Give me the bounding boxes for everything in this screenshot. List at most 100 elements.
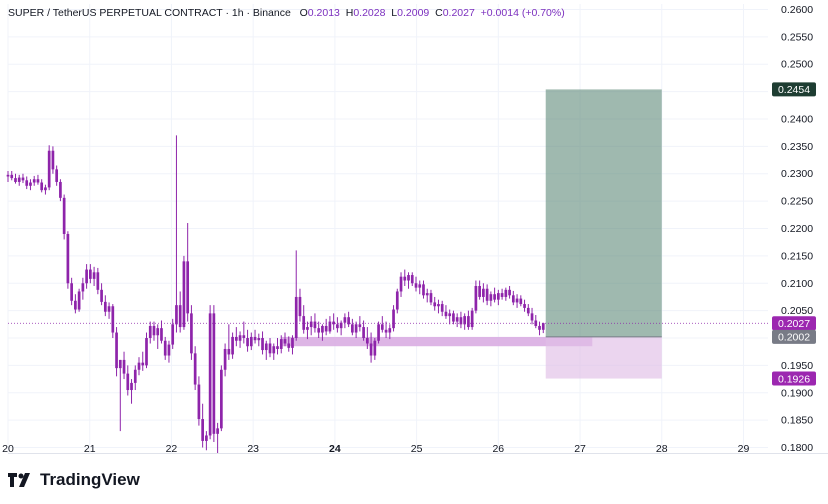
candle-body xyxy=(283,339,287,344)
candle-body xyxy=(272,346,276,354)
candle-body xyxy=(253,336,257,341)
candle-body xyxy=(410,275,414,284)
candle-body xyxy=(89,269,92,279)
close-label: C xyxy=(435,7,443,19)
stop-price-badge: 0.1926 xyxy=(778,373,810,385)
candle-body xyxy=(276,346,279,349)
position-profit-zone xyxy=(545,89,662,337)
candle-body xyxy=(324,325,328,332)
candle-body xyxy=(268,343,272,354)
candle-body xyxy=(470,310,474,328)
candle-body xyxy=(17,177,21,182)
candle-body xyxy=(190,313,193,354)
y-tick-label: 0.2350 xyxy=(781,141,813,153)
entry-price-badge-bg xyxy=(772,329,816,344)
candle-body xyxy=(246,338,249,347)
x-tick-label: 24 xyxy=(329,443,341,455)
candle-body xyxy=(530,313,534,321)
candle-body xyxy=(201,419,204,441)
candle-body xyxy=(452,313,455,322)
candle-body xyxy=(321,325,324,333)
candle-body xyxy=(103,301,107,312)
candle-body xyxy=(433,302,437,307)
candle-body xyxy=(21,177,25,181)
candle-body xyxy=(425,293,429,296)
candle-body xyxy=(336,324,339,329)
y-tick-label: 0.2150 xyxy=(781,250,813,262)
candle-body xyxy=(205,435,208,441)
candle-body xyxy=(148,325,152,339)
candle-body xyxy=(414,283,418,288)
candle-body xyxy=(373,340,377,356)
candle-body xyxy=(455,317,459,322)
candle-body xyxy=(418,284,422,288)
tradingview-brand: TradingView xyxy=(40,470,140,489)
candle-body xyxy=(167,344,171,356)
candle-body xyxy=(212,313,216,434)
candle-body xyxy=(399,276,403,292)
close-value: 0.2027 xyxy=(442,7,475,19)
candle-body xyxy=(111,306,115,333)
candle-body xyxy=(74,300,77,310)
candle-body xyxy=(358,324,362,328)
open-value: 0.2013 xyxy=(307,7,340,19)
candle-body xyxy=(459,317,463,325)
candle-body xyxy=(59,181,62,198)
candle-body xyxy=(152,325,156,336)
candle-body xyxy=(36,179,40,183)
candle-body xyxy=(208,313,212,436)
candle-body xyxy=(422,284,425,296)
candle-body xyxy=(526,307,530,314)
candle-body xyxy=(249,336,253,347)
candle-body xyxy=(343,317,347,323)
candle-body xyxy=(193,353,197,385)
candle-body xyxy=(85,269,88,284)
symbol-title: SUPER / TetherUS PERPETUAL CONTRACT · 1h… xyxy=(8,7,291,19)
candle-body xyxy=(482,288,485,297)
candle-body xyxy=(440,304,444,312)
candle-body xyxy=(497,293,500,300)
candle-body xyxy=(32,179,36,183)
stop-price-badge-bg xyxy=(772,371,816,386)
high-value: 0.2028 xyxy=(353,7,386,19)
candle-body xyxy=(44,187,47,191)
support-zone xyxy=(281,336,593,347)
x-tick-label: 27 xyxy=(574,443,586,455)
y-tick-label: 0.1800 xyxy=(781,442,813,454)
candle-body xyxy=(238,335,242,341)
target-price-badge: 0.2454 xyxy=(778,84,810,96)
candle-body xyxy=(141,362,145,366)
last-price-badge-bg xyxy=(772,316,816,331)
candle-body xyxy=(392,309,395,329)
candle-body xyxy=(354,324,358,333)
candle-body xyxy=(133,369,137,383)
candle-body xyxy=(380,324,384,330)
candle-body xyxy=(115,332,118,369)
candle-body xyxy=(388,328,392,333)
candle-body xyxy=(126,373,130,391)
candle-body xyxy=(216,428,219,434)
candle-body xyxy=(227,348,231,355)
candle-body xyxy=(96,272,100,290)
candle-body xyxy=(160,328,163,341)
candle-body xyxy=(511,295,515,303)
entry-price-badge: 0.2002 xyxy=(778,332,810,344)
candle-body xyxy=(10,174,14,179)
candle-body xyxy=(339,322,343,329)
candle-body xyxy=(519,298,523,305)
y-tick-label: 0.2250 xyxy=(781,196,813,208)
y-tick-label: 0.2550 xyxy=(781,31,813,43)
y-tick-label: 0.2300 xyxy=(781,168,813,180)
candle-body xyxy=(444,311,448,317)
candle-body xyxy=(485,288,489,301)
y-tick-label: 0.1950 xyxy=(781,360,813,372)
candle-body xyxy=(429,293,433,303)
candle-body xyxy=(500,293,504,297)
candle-body xyxy=(25,180,29,186)
y-tick-label: 0.1900 xyxy=(781,387,813,399)
candle-body xyxy=(467,316,470,328)
candle-body xyxy=(291,338,294,348)
candle-body xyxy=(175,305,178,325)
candle-body xyxy=(100,289,103,302)
